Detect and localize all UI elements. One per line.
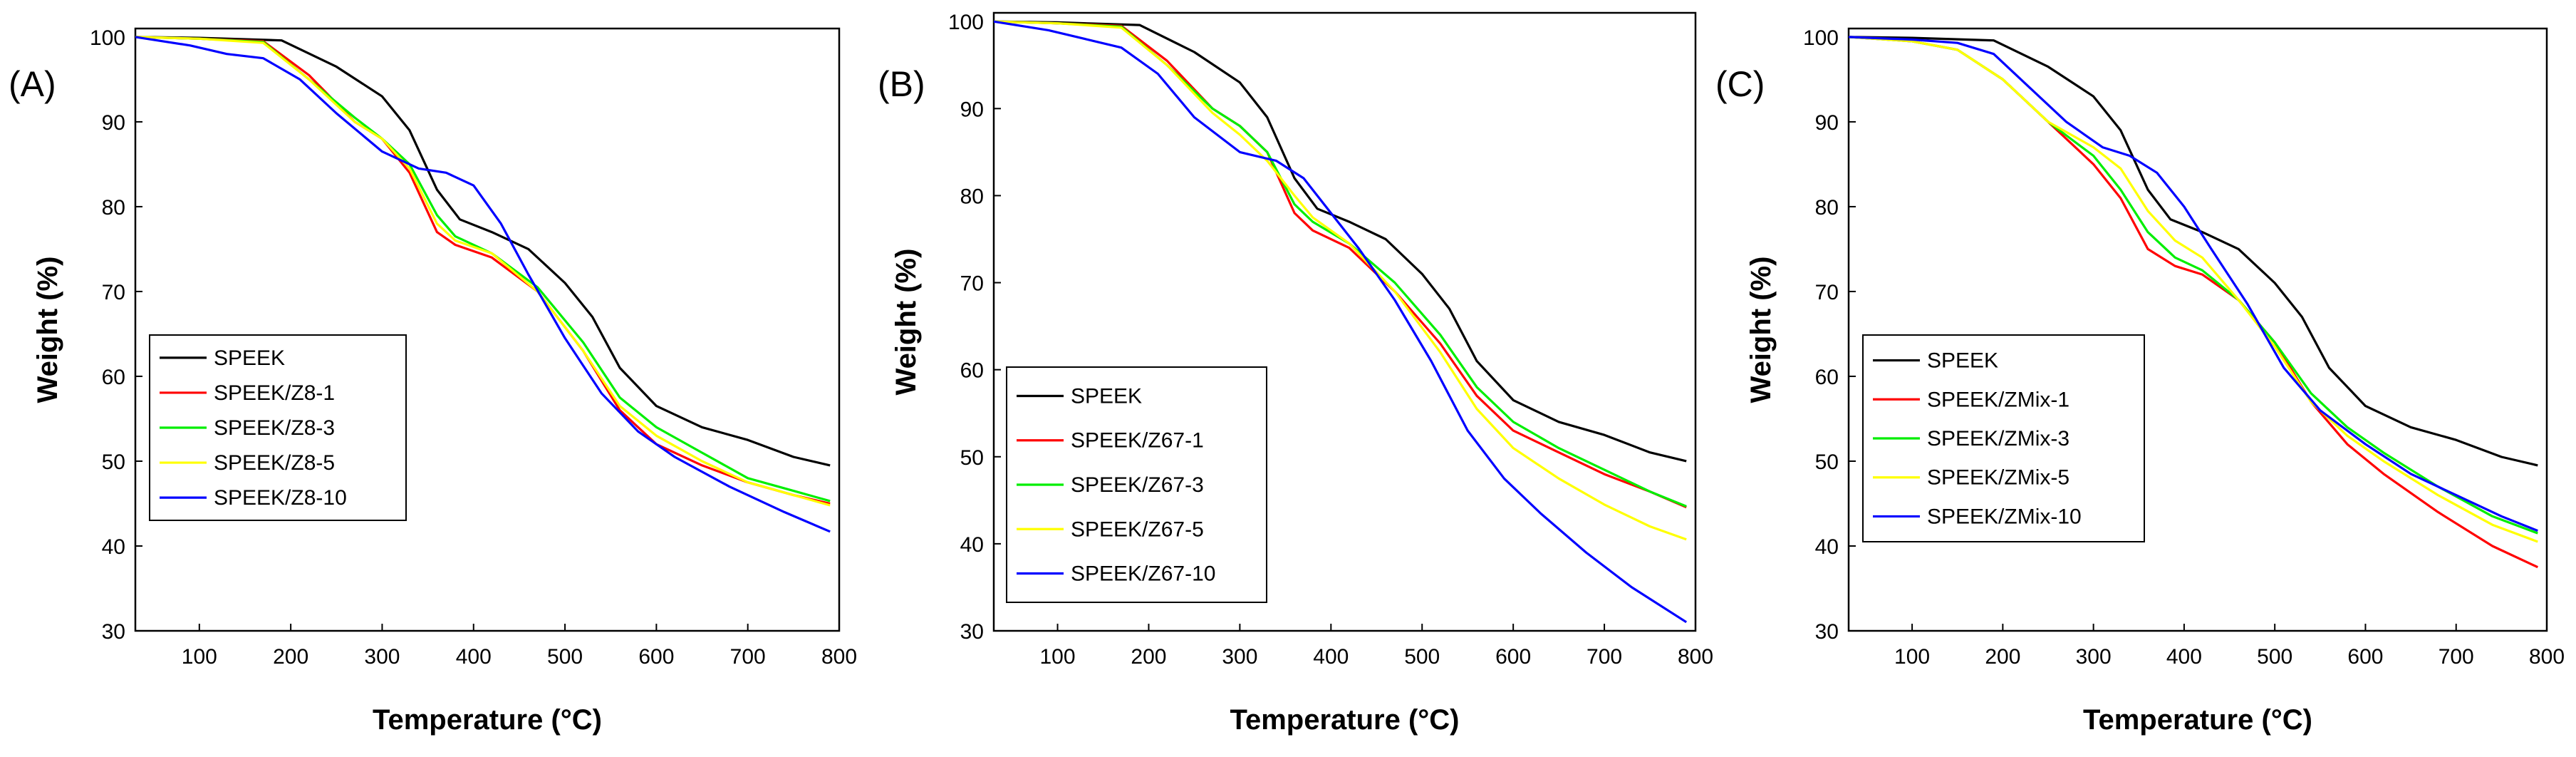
- chart-panel-1: 30 40 50 60 70 80 90 100 100 200 300 400 500 600 700 80…: [878, 11, 1713, 736]
- x-tick-label: 300: [364, 645, 400, 669]
- y-tick-label: 80: [1815, 196, 1839, 220]
- x-tick-label: 600: [2347, 645, 2383, 669]
- x-tick-label: 200: [1131, 645, 1166, 669]
- x-axis-label: Temperature (°C): [373, 704, 602, 736]
- panel-label: (B): [878, 64, 925, 104]
- y-tick-label: 60: [960, 359, 984, 383]
- y-tick-label: 30: [102, 620, 125, 644]
- y-tick-label: 70: [1815, 281, 1839, 304]
- series-line-speek-z67-5: [994, 20, 1687, 541]
- y-tick-label: 90: [1815, 111, 1839, 135]
- y-tick-label: 100: [948, 11, 984, 34]
- legend-entry: SPEEK/ZMix-1: [1927, 388, 2069, 411]
- x-tick-label: 800: [2529, 645, 2565, 669]
- y-tick-label: 60: [1815, 366, 1839, 389]
- series-line-speek-zmix-10: [1849, 36, 2538, 532]
- legend-entry: SPEEK/ZMix-3: [1927, 427, 2069, 450]
- x-tick-label: 600: [1495, 645, 1531, 669]
- x-tick-label: 500: [2257, 645, 2292, 669]
- legend-entry: SPEEK/Z67-5: [1071, 517, 1204, 541]
- x-tick-label: 100: [182, 645, 217, 669]
- y-tick-label: 50: [960, 446, 984, 470]
- y-tick-label: 80: [960, 185, 984, 208]
- x-tick-label: 500: [1404, 645, 1440, 669]
- y-axis-label: Weight (%): [1745, 257, 1777, 403]
- series-line-speek-z8-1: [135, 36, 831, 505]
- panel-label: (A): [9, 64, 56, 104]
- legend: SPEEK SPEEK/Z67-1 SPEEK/Z67-3 SPEEK/Z67-5 SP…: [1006, 366, 1267, 603]
- y-tick-label: 50: [1815, 450, 1839, 474]
- y-tick-label: 70: [960, 272, 984, 296]
- y-tick-label: 90: [102, 111, 125, 135]
- legend-entry: SPEEK/Z8-3: [214, 416, 335, 440]
- legend-entry: SPEEK/Z67-1: [1071, 429, 1204, 453]
- legend: SPEEK SPEEK/ZMix-1 SPEEK/ZMix-3 SPEEK/ZMix-…: [1862, 334, 2145, 542]
- x-tick-label: 100: [1894, 645, 1930, 669]
- x-tick-label: 500: [547, 645, 583, 669]
- series-line-speek-zmix-5: [1849, 36, 2538, 543]
- x-tick-label: 400: [2166, 645, 2202, 669]
- series-line-speek-z67-1: [994, 20, 1687, 509]
- series-line-speek: [994, 20, 1687, 463]
- y-axis-label: Weight (%): [32, 257, 63, 403]
- y-tick-label: 60: [102, 366, 125, 389]
- plot-frame: [1847, 27, 2548, 632]
- panel-label: (C): [1715, 64, 1765, 104]
- x-tick-label: 100: [1040, 645, 1076, 669]
- legend: SPEEK SPEEK/Z8-1 SPEEK/Z8-3 SPEEK/Z8-5 SPEEK…: [149, 334, 407, 521]
- y-axis-label: Weight (%): [890, 249, 922, 396]
- x-tick-label: 700: [2439, 645, 2474, 669]
- legend-entry: SPEEK/Z67-3: [1071, 473, 1204, 497]
- x-tick-label: 300: [1222, 645, 1257, 669]
- y-tick-label: 70: [102, 281, 125, 304]
- legend-entry: SPEEK/Z8-5: [214, 451, 335, 475]
- series-line-speek-z8-5: [135, 36, 831, 507]
- chart-panel-0: 30 40 50 60 70 80 90 100 100 200 300 400 500 600 700 80…: [9, 26, 857, 736]
- legend-entry: SPEEK/ZMix-5: [1927, 466, 2069, 490]
- plot-frame: [992, 11, 1697, 632]
- x-axis-label: Temperature (°C): [2083, 704, 2312, 736]
- x-tick-label: 400: [456, 645, 492, 669]
- y-tick-label: 100: [1803, 26, 1839, 50]
- legend-entry: SPEEK/Z8-10: [214, 486, 347, 510]
- legend-entry: SPEEK/ZMix-10: [1927, 505, 2082, 528]
- x-tick-label: 600: [638, 645, 674, 669]
- series-line-speek-z8-10: [135, 36, 831, 533]
- y-tick-label: 90: [960, 98, 984, 121]
- y-tick-label: 30: [1815, 620, 1839, 644]
- x-tick-label: 800: [1678, 645, 1713, 669]
- legend-entry: SPEEK: [1071, 384, 1142, 408]
- x-axis-label: Temperature (°C): [1230, 704, 1460, 736]
- x-tick-label: 800: [821, 645, 857, 669]
- legend-entry: SPEEK: [214, 346, 285, 370]
- y-tick-label: 40: [102, 535, 125, 559]
- chart-panel-2: 30 40 50 60 70 80 90 100 100 200 300 400 500 600 700 80…: [1715, 26, 2565, 736]
- series-line-speek-z67-10: [994, 20, 1688, 624]
- y-tick-label: 30: [960, 620, 984, 644]
- y-tick-label: 40: [1815, 535, 1839, 559]
- series-line-speek: [1849, 36, 2538, 467]
- legend-entry: SPEEK/Z67-10: [1071, 562, 1215, 586]
- plot-frame: [134, 27, 841, 632]
- x-tick-label: 200: [273, 645, 308, 669]
- x-tick-label: 700: [1586, 645, 1622, 669]
- x-tick-label: 700: [730, 645, 766, 669]
- y-tick-label: 80: [102, 196, 125, 220]
- y-tick-label: 100: [90, 26, 125, 50]
- x-tick-label: 300: [2076, 645, 2112, 669]
- legend-entry: SPEEK/Z8-1: [214, 381, 335, 405]
- legend-entry: SPEEK: [1927, 349, 1998, 373]
- x-tick-label: 400: [1313, 645, 1349, 669]
- y-tick-label: 40: [960, 533, 984, 557]
- y-tick-label: 50: [102, 450, 125, 474]
- x-tick-label: 200: [1985, 645, 2020, 669]
